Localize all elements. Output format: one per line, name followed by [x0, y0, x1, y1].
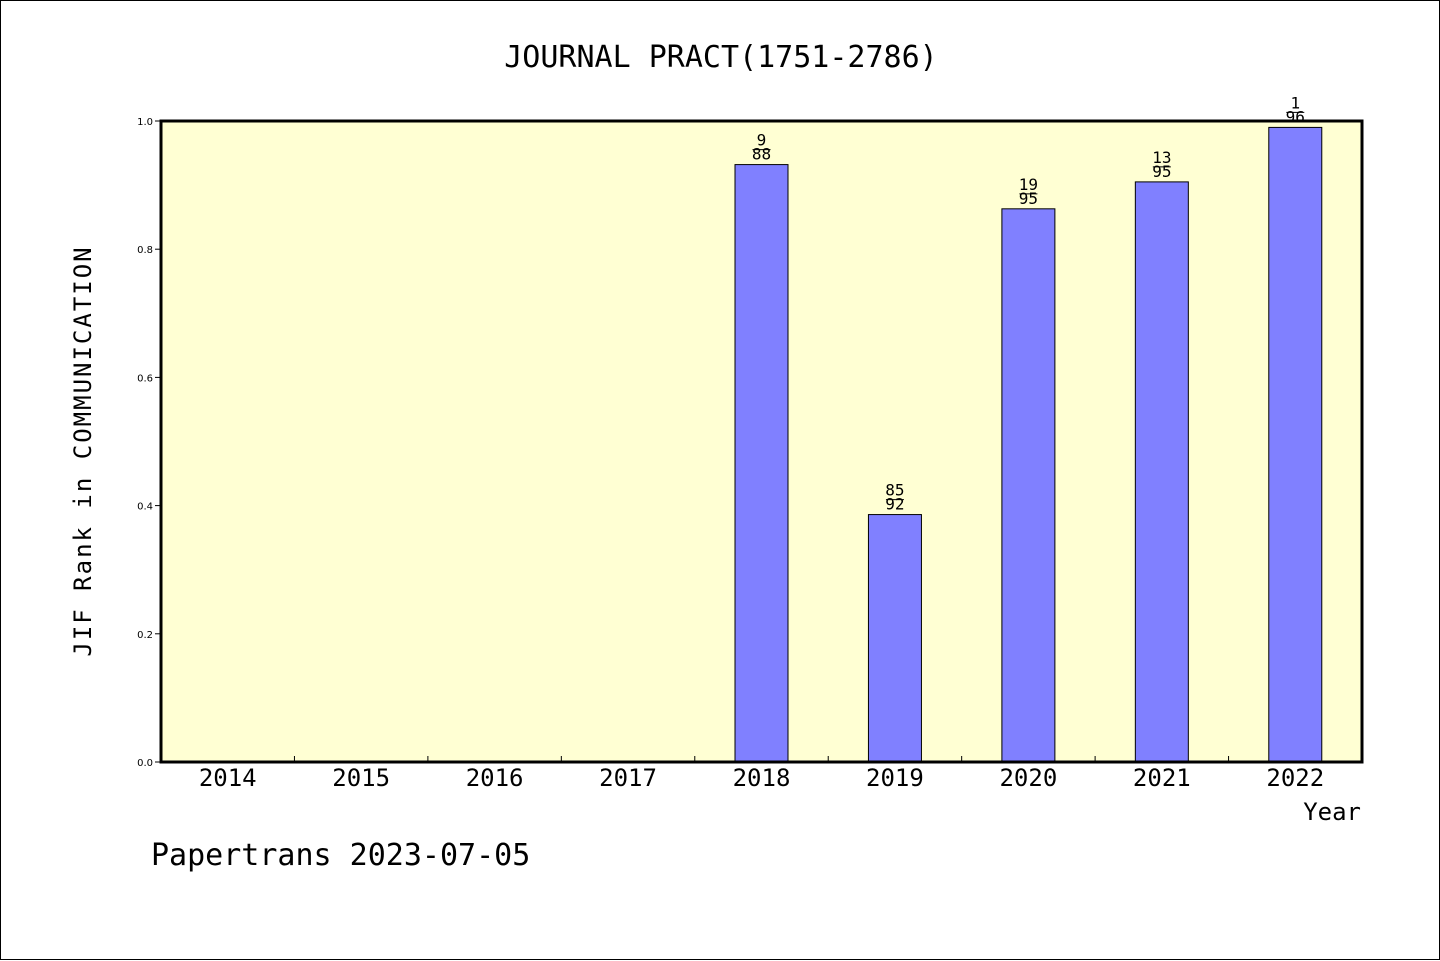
- x-tick-label-2018: 2018: [733, 764, 791, 792]
- bar-label-rank-2018: 9: [757, 131, 767, 150]
- x-tick-label-2015: 2015: [332, 764, 390, 792]
- bar-label-total-2021: 95: [1152, 162, 1171, 181]
- y-tick-label-0.8: 0.8: [137, 245, 153, 256]
- bar-label-rank-2022: 1: [1290, 93, 1300, 112]
- y-axis-label: JIF Rank in COMMUNICATION: [69, 245, 97, 656]
- x-ticks-group: 2014 2015 2016 2017 2018 2019 2020 2021 2022: [199, 756, 1324, 792]
- bar-2019: [867, 514, 922, 763]
- y-ticks-group: 0.0 0.2 0.4 0.6 0.8 1.0: [137, 117, 161, 769]
- bars-group: [734, 126, 1323, 763]
- bar-2021: [1134, 181, 1189, 763]
- bar-label-total-2018: 88: [752, 145, 771, 164]
- bar-label-rank-2019: 85: [885, 481, 904, 500]
- bar-2022: [1268, 126, 1323, 763]
- y-tick-label-0.4: 0.4: [137, 502, 153, 513]
- y-tick-label-0.0: 0.0: [137, 758, 153, 769]
- x-axis-label: Year: [1303, 798, 1361, 826]
- bar-label-total-2019: 92: [885, 495, 904, 514]
- bar-label-total-2020: 95: [1019, 189, 1038, 208]
- y-tick-label-0.2: 0.2: [137, 630, 153, 641]
- x-tick-label-2014: 2014: [199, 764, 257, 792]
- x-tick-label-2019: 2019: [866, 764, 924, 792]
- bar-2020: [1001, 208, 1056, 763]
- bar-label-total-2022: 96: [1286, 107, 1305, 126]
- chart-title: JOURNAL PRACT(1751-2786): [504, 40, 937, 75]
- plot-border: [159, 119, 1364, 764]
- footer-text: Papertrans 2023-07-05: [151, 838, 530, 873]
- x-tick-label-2020: 2020: [999, 764, 1057, 792]
- y-tick-label-0.6: 0.6: [137, 373, 153, 384]
- x-tick-label-2022: 2022: [1266, 764, 1324, 792]
- x-tick-label-2021: 2021: [1133, 764, 1191, 792]
- x-tick-label-2016: 2016: [466, 764, 524, 792]
- x-tick-label-2017: 2017: [599, 764, 657, 792]
- bar-label-rank-2020: 19: [1019, 175, 1038, 194]
- bar-2018: [734, 164, 789, 763]
- y-tick-label-1.0: 1.0: [137, 117, 153, 128]
- bar-label-rank-2021: 13: [1152, 148, 1171, 167]
